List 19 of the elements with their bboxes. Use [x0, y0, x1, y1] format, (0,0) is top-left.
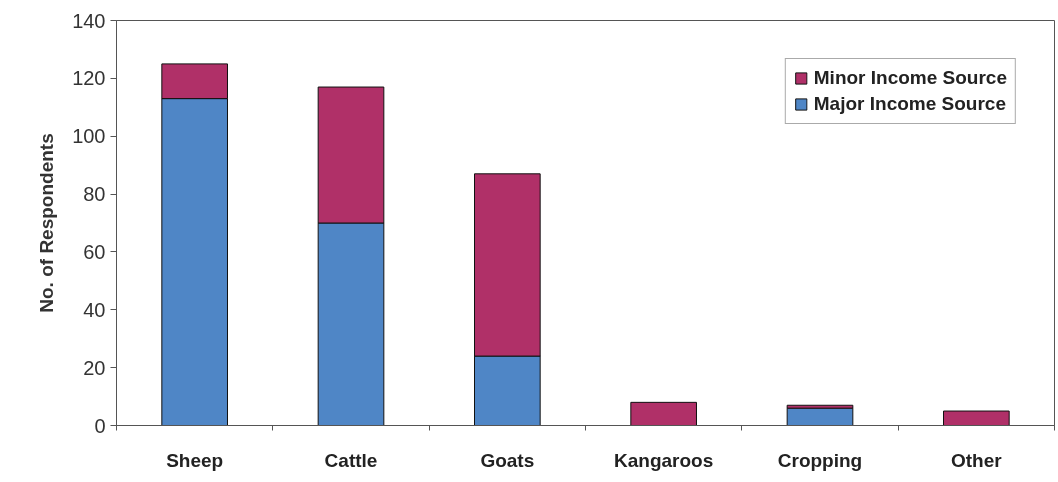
- y-axis-title: No. of Respondents: [36, 133, 58, 313]
- x-tick-label: Other: [951, 449, 1003, 471]
- y-tick-label: 80: [83, 183, 106, 206]
- x-tick-label: Goats: [480, 449, 535, 471]
- y-tick-label: 20: [83, 356, 106, 379]
- x-tick-label: Sheep: [166, 449, 224, 471]
- bar: [630, 401, 697, 426]
- y-tick-label: 40: [83, 298, 106, 321]
- x-tick-label: Kangaroos: [614, 449, 714, 471]
- y-tick-label: 100: [72, 125, 106, 148]
- y-tick-label: 60: [83, 240, 106, 263]
- legend-label: Major Income Source: [813, 93, 1006, 115]
- y-tick-label: 0: [94, 414, 106, 437]
- y-tick-label: 120: [72, 67, 106, 90]
- legend-label: Minor Income Source: [813, 67, 1007, 89]
- x-tick-label: Cropping: [777, 449, 863, 471]
- bar: [943, 410, 1010, 426]
- x-tick-label: Cattle: [324, 449, 378, 471]
- y-tick-label: 140: [72, 9, 106, 32]
